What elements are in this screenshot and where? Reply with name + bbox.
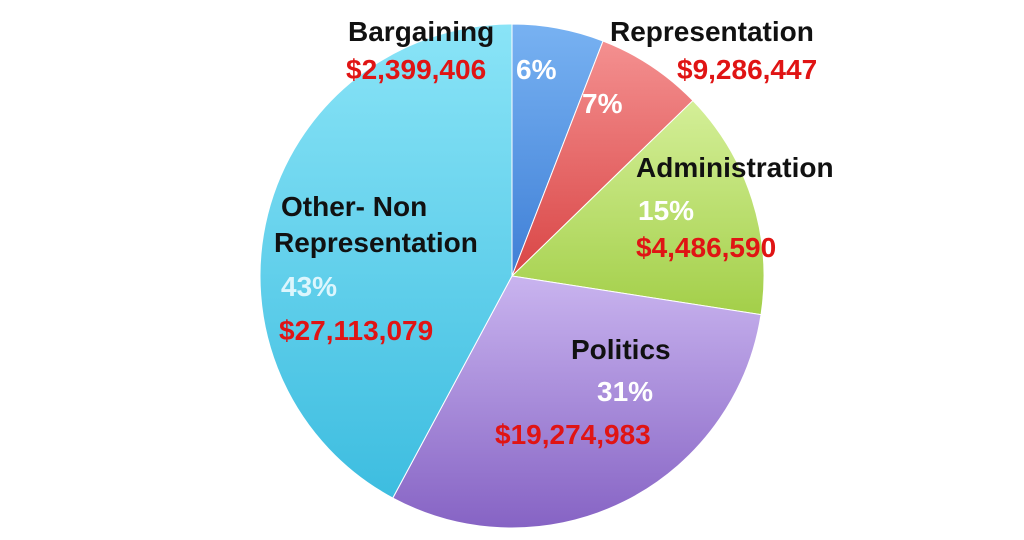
slice-percent-administration: 15% xyxy=(638,195,694,226)
slice-percent-bargaining: 6% xyxy=(516,54,557,85)
pie-slice-politics xyxy=(392,275,762,529)
pie-slice-other-non-representation xyxy=(259,23,513,499)
slice-value-other: $27,113,079 xyxy=(279,315,433,346)
slice-percent-other: 43% xyxy=(281,271,337,302)
slice-value-politics: $19,274,983 xyxy=(495,419,651,450)
slice-value-administration: $4,486,590 xyxy=(636,232,776,263)
pie-slice-representation xyxy=(511,40,694,277)
pie-slice-administration xyxy=(510,99,765,316)
slice-value-representation: $9,286,447 xyxy=(677,54,817,85)
slice-value-bargaining: $2,399,406 xyxy=(346,54,486,85)
slice-percent-representation: 7% xyxy=(582,88,623,119)
slice-percent-politics: 31% xyxy=(597,376,653,407)
slice-label-other-line2: Representation xyxy=(274,227,478,258)
pie-slices xyxy=(259,23,765,529)
slice-label-other-line1: Other- Non xyxy=(281,191,427,222)
slice-label-bargaining: Bargaining xyxy=(348,16,494,47)
slice-label-politics: Politics xyxy=(571,334,671,365)
slice-label-representation: Representation xyxy=(610,16,814,47)
slice-label-administration: Administration xyxy=(636,152,834,183)
